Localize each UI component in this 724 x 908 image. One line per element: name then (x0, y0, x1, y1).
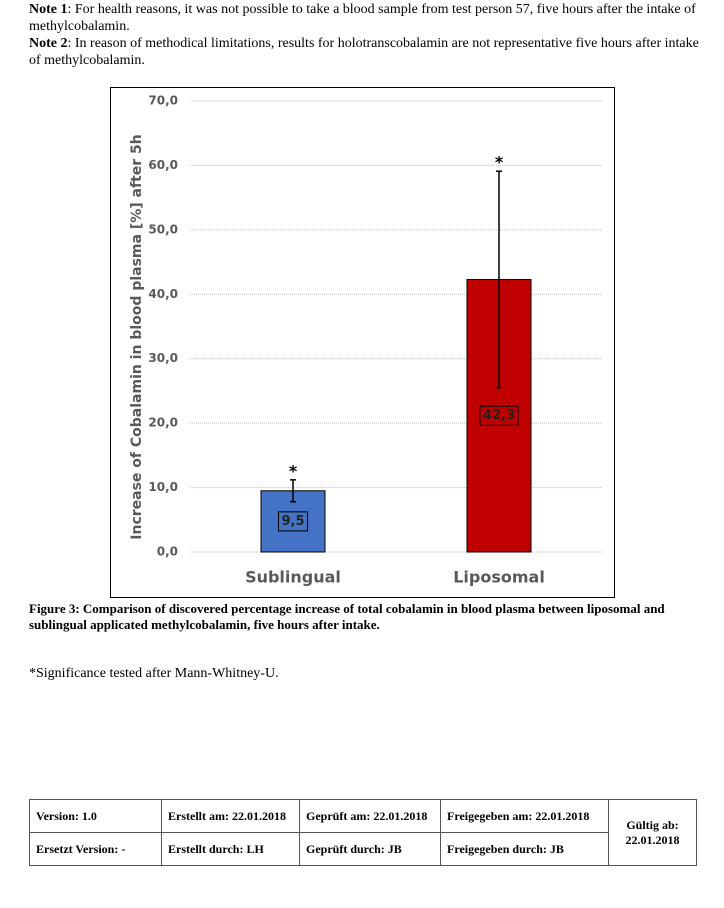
cell: Erstellt durch: LH (161, 832, 300, 866)
value-label-box (479, 405, 519, 426)
note-text: : In reason of methodical limitations, r… (29, 36, 699, 68)
cell: Geprüft durch: JB (299, 832, 441, 866)
significance-mark: * (289, 461, 298, 480)
cell: Freigegeben durch: JB (440, 832, 609, 866)
y-tick-label: 30,0 (148, 351, 178, 365)
y-tick-label: 40,0 (148, 287, 178, 301)
cell: Freigegeben am: 22.01.2018 (440, 799, 609, 833)
cell: Gültig ab: 22.01.2018 (608, 799, 697, 866)
note: Note 2: In reason of methodical limitati… (29, 35, 699, 69)
y-tick-label: 10,0 (148, 480, 178, 494)
row: Ersetzt Version: - Erstellt durch: LH Ge… (29, 832, 697, 866)
y-tick-label: 70,0 (148, 94, 178, 108)
note-label: Note 1 (29, 2, 68, 17)
notes: Note 1: For health reasons, it was not p… (29, 1, 699, 69)
y-tick-label: 0,0 (157, 545, 178, 559)
y-tick-label: 50,0 (148, 222, 178, 236)
y-tick-label: 60,0 (148, 158, 178, 172)
row: Version: 1.0 Erstellt am: 22.01.2018 Gep… (29, 799, 697, 866)
cell: Ersetzt Version: - (29, 832, 162, 866)
cell: Geprüft am: 22.01.2018 (299, 799, 441, 833)
footnote: *Significance tested after Mann-Whitney-… (29, 666, 279, 681)
value-label-box (277, 511, 309, 532)
chart-frame (110, 87, 615, 598)
y-tick-label: 20,0 (148, 416, 178, 430)
value-label: 42,3 (483, 408, 515, 423)
note: Note 1: For health reasons, it was not p… (29, 1, 699, 35)
cell: Version: 1.0 (29, 799, 162, 833)
x-tick-label: Liposomal (453, 568, 545, 587)
significance-mark: * (495, 153, 504, 172)
y-axis-label: Increase of Cobalamin in blood plasma [%… (129, 134, 145, 539)
footer-table: Version: 1.0 Erstellt am: 22.01.2018 Gep… (29, 799, 697, 866)
x-tick-label: Sublingual (245, 568, 341, 587)
value-label: 9,5 (281, 514, 304, 529)
note-label: Note 2 (29, 36, 68, 51)
figure-caption: Figure 3: Comparison of discovered perce… (29, 601, 665, 632)
cell: Erstellt am: 22.01.2018 (161, 799, 300, 833)
chart: Increase of Cobalamin in blood plasma [%… (110, 87, 615, 598)
note-text: : For health reasons, it was not possibl… (29, 2, 696, 34)
